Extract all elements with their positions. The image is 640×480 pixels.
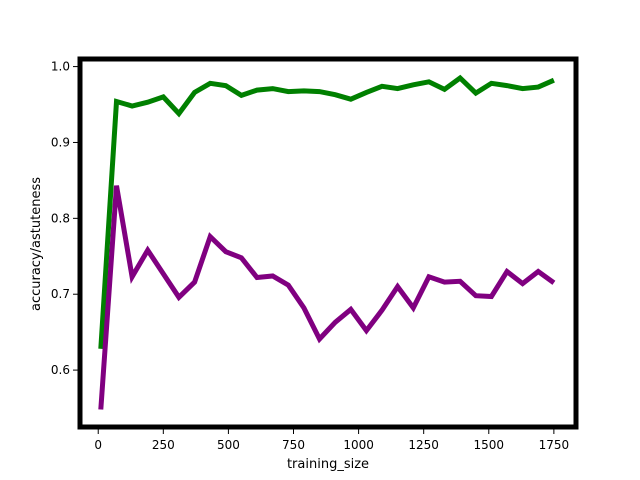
- y-axis-ticks: 0.6 0.7 0.8 0.9 1.0: [51, 60, 78, 377]
- x-tick-label: 0: [94, 438, 102, 452]
- x-tick-label: 500: [217, 438, 240, 452]
- series-line-2: [98, 185, 556, 410]
- y-tick-label: 0.6: [51, 363, 70, 377]
- y-tick-label: 0.7: [51, 287, 70, 301]
- x-axis-ticks: 0 250 500 750 1000 1250 1500 1750: [94, 429, 569, 452]
- x-tick-label: 1750: [539, 438, 570, 452]
- plot-area: [98, 74, 556, 410]
- x-tick-label: 1000: [343, 438, 374, 452]
- x-tick-label: 750: [282, 438, 305, 452]
- y-tick-label: 0.9: [51, 135, 70, 149]
- x-tick-label: 250: [152, 438, 175, 452]
- x-axis-label: training_size: [287, 457, 369, 472]
- x-tick-label: 1250: [408, 438, 439, 452]
- series-line-1: [98, 74, 555, 349]
- plot-frame: [77, 56, 579, 430]
- y-axis-label: accuracy/astuteness: [29, 177, 44, 311]
- x-tick-label: 1500: [474, 438, 505, 452]
- y-tick-label: 0.8: [51, 211, 70, 225]
- y-tick-label: 1.0: [51, 60, 70, 74]
